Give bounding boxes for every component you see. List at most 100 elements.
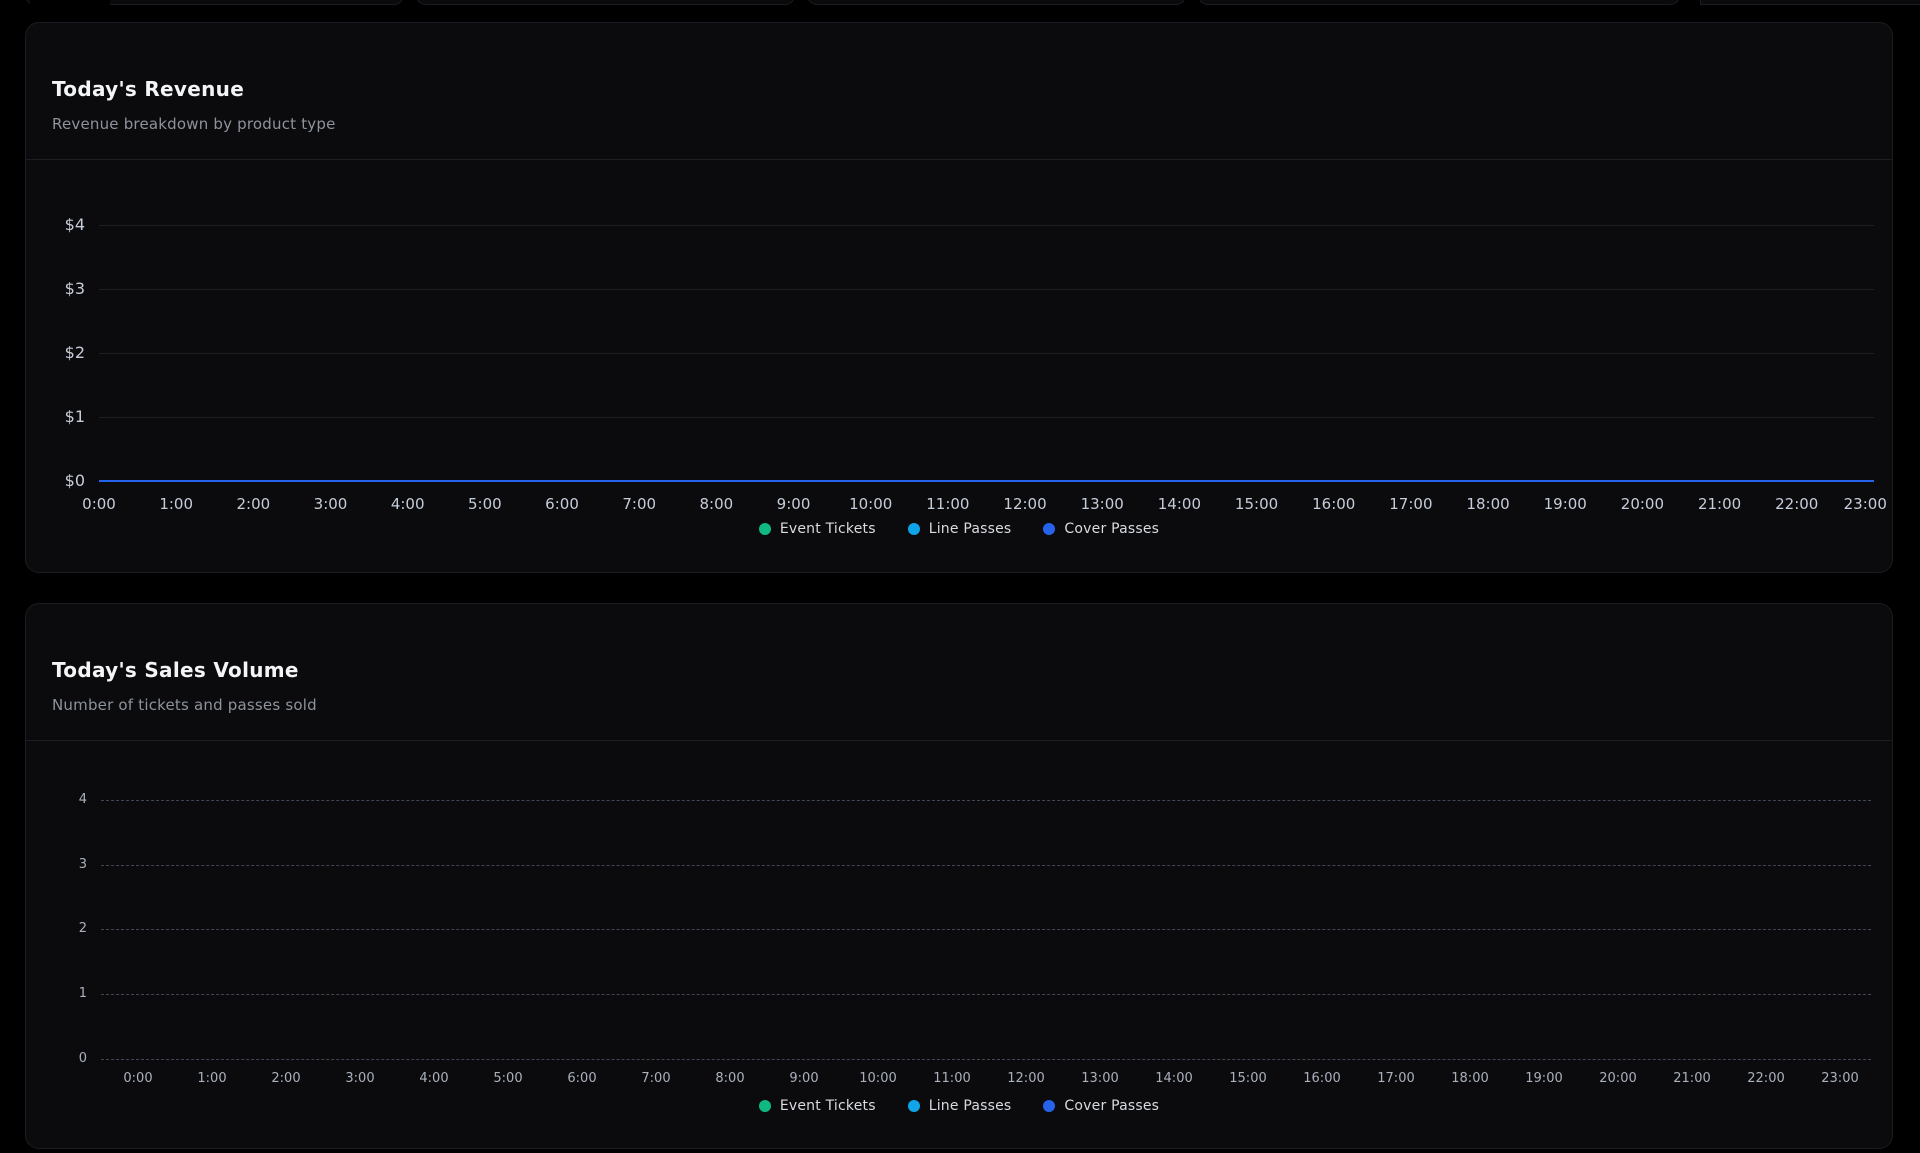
- gridline: [101, 994, 1871, 995]
- y-axis-tick-label: 2: [78, 920, 87, 936]
- x-axis-tick-label: 3:00: [313, 495, 348, 513]
- x-axis-tick-label: 13:00: [1081, 1071, 1119, 1086]
- x-axis-tick-label: 14:00: [1157, 495, 1201, 513]
- y-axis-tick-label: 0: [78, 1050, 87, 1066]
- x-axis-tick-label: 2:00: [271, 1071, 301, 1086]
- card-title: Today's Revenue: [52, 77, 245, 101]
- x-axis-tick-label: 9:00: [789, 1071, 819, 1086]
- legend-label: Line Passes: [928, 1098, 1012, 1114]
- gridline: [101, 929, 1871, 930]
- clipped-cards-row: [0, 0, 1920, 6]
- card-header: Today's Sales Volume Number of tickets a…: [26, 604, 1892, 714]
- x-axis-tick-label: 9:00: [776, 495, 811, 513]
- x-axis-tick-label: 13:00: [1080, 495, 1124, 513]
- gridline: [99, 289, 1874, 290]
- x-axis-tick-label: 1:00: [159, 495, 193, 513]
- clipped-card-bottom: [416, 0, 795, 5]
- gridline: [101, 1059, 1871, 1060]
- y-axis-tick-label: 3: [78, 856, 87, 872]
- x-axis-tick-label: 21:00: [1697, 495, 1742, 513]
- sales-volume-chart-legend: Event Tickets Line Passes Cover Passes: [26, 1098, 1892, 1114]
- card-header: Today's Revenue Revenue breakdown by pro…: [26, 23, 1892, 133]
- x-axis-tick-label: 7:00: [641, 1071, 671, 1086]
- y-axis-tick-label: $1: [64, 407, 85, 427]
- legend-item: Line Passes: [907, 1098, 1012, 1114]
- legend-color-dot-icon: [907, 1100, 920, 1112]
- x-axis-tick-label: 1:00: [197, 1071, 227, 1086]
- x-axis-tick-label: 21:00: [1673, 1071, 1711, 1086]
- x-axis-tick-label: 17:00: [1389, 495, 1433, 513]
- x-axis-tick-label: 4:00: [390, 495, 425, 513]
- legend-label: Cover Passes: [1064, 1098, 1160, 1114]
- x-axis-tick-label: 3:00: [345, 1071, 375, 1086]
- legend-item: Cover Passes: [1043, 521, 1159, 537]
- zero-value-data-line: [99, 480, 1874, 482]
- x-axis-tick-label: 10:00: [849, 495, 893, 513]
- card-subtitle: Revenue breakdown by product type: [52, 115, 336, 133]
- legend-color-dot-icon: [907, 523, 920, 535]
- revenue-chart-plot: $4 $3 $2 $1 $0 0:00 1:00 2:00 3:00 4:00 5:00 6:00 7:…: [26, 23, 1892, 572]
- revenue-card: Today's Revenue Revenue breakdown by pro…: [25, 22, 1893, 573]
- legend-color-dot-icon: [758, 523, 771, 535]
- x-axis-tick-label: 20:00: [1599, 1071, 1637, 1086]
- clipped-dark-element: [30, 0, 110, 5]
- x-axis-tick-label: 2:00: [236, 495, 271, 513]
- x-axis-tick-label: 11:00: [933, 1071, 971, 1086]
- x-axis-tick-label: 23:00: [1843, 495, 1887, 513]
- gridline: [101, 800, 1871, 801]
- x-axis-tick-label: 8:00: [715, 1071, 745, 1086]
- gridline: [99, 353, 1874, 354]
- x-axis-tick-label: 6:00: [567, 1071, 597, 1086]
- legend-color-dot-icon: [1043, 1100, 1056, 1112]
- x-axis-tick-label: 14:00: [1155, 1071, 1193, 1086]
- legend-label: Cover Passes: [1064, 521, 1160, 537]
- gridline: [99, 225, 1874, 226]
- legend-item: Line Passes: [907, 521, 1012, 537]
- x-axis-tick-label: 5:00: [468, 495, 502, 513]
- legend-label: Line Passes: [928, 521, 1012, 537]
- y-axis-tick-label: 4: [78, 791, 87, 807]
- x-axis-tick-label: 6:00: [545, 495, 579, 513]
- x-axis-tick-label: 5:00: [493, 1071, 523, 1086]
- x-axis-tick-label: 11:00: [926, 495, 970, 513]
- x-axis-tick-label: 8:00: [699, 495, 734, 513]
- clipped-card-bottom: [807, 0, 1186, 5]
- x-axis-tick-label: 0:00: [82, 495, 116, 513]
- x-axis-tick-label: 19:00: [1525, 1071, 1563, 1086]
- x-axis-tick-label: 17:00: [1377, 1071, 1415, 1086]
- x-axis-tick-label: 15:00: [1234, 495, 1279, 513]
- card-title: Today's Sales Volume: [52, 658, 299, 682]
- x-axis-tick-label: 12:00: [1007, 1071, 1045, 1086]
- x-axis-tick-label: 12:00: [1003, 495, 1047, 513]
- x-axis-tick-label: 20:00: [1620, 495, 1665, 513]
- legend-item: Cover Passes: [1043, 1098, 1159, 1114]
- y-axis-tick-label: $0: [64, 471, 85, 491]
- x-axis-tick-label: 23:00: [1821, 1071, 1859, 1086]
- x-axis-tick-label: 4:00: [419, 1071, 449, 1086]
- x-axis-tick-label: 22:00: [1747, 1071, 1785, 1086]
- legend-label: Event Tickets: [779, 1098, 876, 1114]
- x-axis-tick-label: 18:00: [1451, 1071, 1489, 1086]
- x-axis-tick-label: 16:00: [1312, 495, 1356, 513]
- y-axis-tick-label: $4: [64, 215, 85, 235]
- card-header-divider: [26, 159, 1892, 160]
- sales-volume-chart-plot: 4 3 2 1 0 0:00 1:00 2:00 3:00 4:00 5:00 6:00 7:00 8:0…: [26, 604, 1892, 1148]
- y-axis-tick-label: $3: [64, 279, 85, 299]
- legend-color-dot-icon: [758, 1100, 771, 1112]
- x-axis-tick-label: 10:00: [859, 1071, 897, 1086]
- gridline: [99, 417, 1874, 418]
- x-axis-tick-label: 7:00: [622, 495, 657, 513]
- clipped-card-bottom: [1198, 0, 1680, 5]
- sales-volume-card: Today's Sales Volume Number of tickets a…: [25, 603, 1893, 1149]
- card-header-divider: [26, 740, 1892, 741]
- card-subtitle: Number of tickets and passes sold: [52, 696, 317, 714]
- y-axis-tick-label: $2: [64, 343, 85, 363]
- y-axis-tick-label: 1: [78, 985, 87, 1001]
- x-axis-tick-label: 15:00: [1229, 1071, 1267, 1086]
- legend-item: Event Tickets: [758, 1098, 876, 1114]
- legend-color-dot-icon: [1043, 523, 1056, 535]
- x-axis-tick-label: 0:00: [123, 1071, 153, 1086]
- revenue-chart-legend: Event Tickets Line Passes Cover Passes: [26, 521, 1892, 537]
- x-axis-tick-label: 16:00: [1303, 1071, 1341, 1086]
